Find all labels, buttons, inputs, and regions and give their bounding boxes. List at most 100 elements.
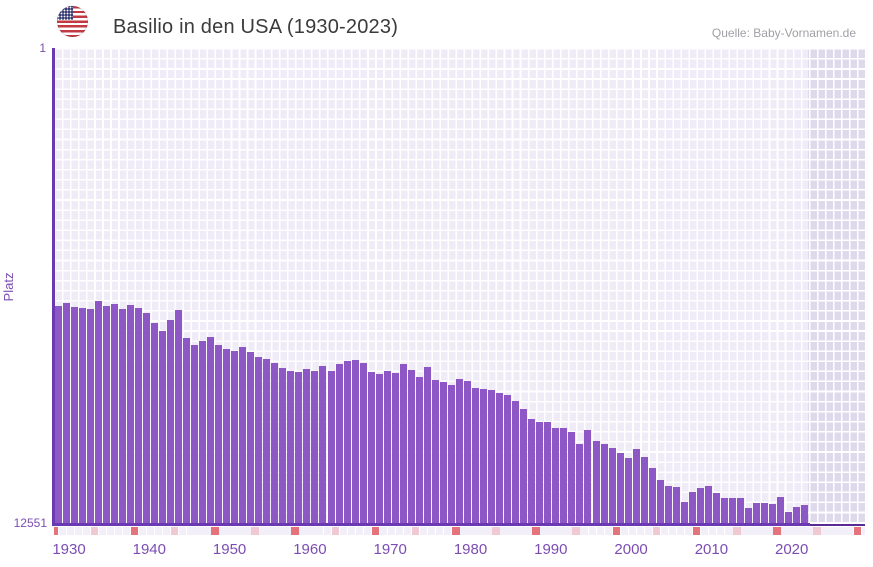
x-tick-cell-2009 — [684, 527, 693, 535]
bar-1965[interactable] — [335, 364, 343, 523]
bar-1984[interactable] — [488, 389, 496, 523]
bar-1988[interactable] — [520, 409, 528, 523]
bar-2006[interactable] — [664, 485, 672, 523]
bar-1998[interactable] — [600, 444, 608, 523]
bar-1938[interactable] — [118, 308, 126, 523]
x-tick-cell-1985 — [492, 527, 500, 535]
bar-1962[interactable] — [311, 371, 319, 523]
bar-2017[interactable] — [753, 502, 761, 523]
bar-1977[interactable] — [431, 379, 439, 523]
bar-1948[interactable] — [199, 340, 207, 523]
bar-1969[interactable] — [367, 371, 375, 523]
bar-2020[interactable] — [777, 497, 785, 523]
bar-2015[interactable] — [737, 498, 745, 523]
bar-1953[interactable] — [239, 347, 247, 523]
bar-1961[interactable] — [303, 368, 311, 523]
bar-2011[interactable] — [704, 485, 712, 523]
bar-1954[interactable] — [247, 351, 255, 523]
bar-1955[interactable] — [255, 357, 263, 523]
bar-1947[interactable] — [191, 345, 198, 523]
bar-1935[interactable] — [94, 301, 102, 523]
bar-2003[interactable] — [640, 456, 648, 523]
bar-2001[interactable] — [624, 457, 632, 523]
bar-1949[interactable] — [207, 336, 215, 523]
bar-1970[interactable] — [375, 374, 383, 523]
bar-2012[interactable] — [712, 493, 720, 523]
x-tick-cell-2016 — [741, 527, 749, 535]
bar-1943[interactable] — [158, 331, 166, 523]
bar-1974[interactable] — [407, 370, 415, 523]
bar-1985[interactable] — [496, 393, 504, 523]
bar-1987[interactable] — [512, 400, 520, 523]
bar-1931[interactable] — [62, 303, 70, 523]
bar-2004[interactable] — [648, 467, 656, 523]
bar-1997[interactable] — [592, 441, 600, 523]
bar-2007[interactable] — [672, 487, 680, 523]
bar-1975[interactable] — [415, 377, 423, 523]
x-tick-cell-2027 — [829, 527, 837, 535]
bar-1973[interactable] — [399, 364, 407, 523]
bar-1940[interactable] — [134, 308, 142, 523]
bar-1999[interactable] — [608, 448, 616, 523]
bar-2014[interactable] — [729, 498, 737, 523]
bar-2000[interactable] — [616, 452, 624, 523]
bar-1944[interactable] — [166, 320, 174, 523]
bar-1958[interactable] — [279, 368, 287, 523]
bar-1966[interactable] — [343, 361, 351, 523]
bar-1934[interactable] — [86, 308, 94, 523]
bar-1956[interactable] — [263, 359, 271, 523]
bar-1993[interactable] — [560, 428, 568, 523]
bar-1992[interactable] — [552, 428, 560, 523]
bar-1930[interactable] — [54, 306, 62, 523]
y-tick-label-bottom: 12551 — [13, 516, 47, 530]
bar-1952[interactable] — [231, 350, 239, 523]
bar-1991[interactable] — [544, 421, 552, 523]
bar-1939[interactable] — [126, 305, 134, 523]
bar-1972[interactable] — [391, 373, 399, 523]
bar-1995[interactable] — [576, 444, 584, 523]
bar-2019[interactable] — [769, 504, 777, 523]
bar-2021[interactable] — [785, 512, 793, 523]
bar-1951[interactable] — [223, 349, 231, 523]
bar-1982[interactable] — [472, 388, 480, 523]
bar-1932[interactable] — [70, 307, 78, 523]
us-flag-icon — [57, 6, 88, 37]
bar-2013[interactable] — [720, 498, 728, 523]
bar-1983[interactable] — [480, 389, 488, 523]
bar-1978[interactable] — [439, 382, 447, 523]
bar-1968[interactable] — [359, 363, 367, 523]
bar-1990[interactable] — [536, 421, 544, 523]
bar-1980[interactable] — [456, 378, 463, 523]
bar-1960[interactable] — [295, 371, 303, 523]
bar-1959[interactable] — [287, 371, 295, 523]
bar-1963[interactable] — [319, 365, 327, 523]
bar-1979[interactable] — [447, 385, 455, 523]
bar-1994[interactable] — [568, 431, 576, 523]
bar-1937[interactable] — [110, 304, 118, 523]
bar-1942[interactable] — [150, 322, 158, 523]
bar-1946[interactable] — [182, 338, 190, 523]
bar-1957[interactable] — [271, 363, 279, 523]
bar-1945[interactable] — [174, 310, 182, 523]
bar-1941[interactable] — [142, 312, 150, 523]
bar-2005[interactable] — [656, 480, 664, 523]
bar-1971[interactable] — [383, 371, 391, 523]
bar-2002[interactable] — [632, 449, 640, 523]
bar-1936[interactable] — [102, 306, 110, 523]
bar-2009[interactable] — [688, 491, 696, 523]
bar-1976[interactable] — [423, 367, 431, 523]
bar-1989[interactable] — [528, 418, 536, 523]
bar-1933[interactable] — [78, 308, 86, 523]
bar-2010[interactable] — [696, 488, 704, 523]
bar-1996[interactable] — [584, 429, 592, 523]
bar-1950[interactable] — [215, 345, 223, 523]
bar-2008[interactable] — [680, 502, 688, 523]
bar-2023[interactable] — [801, 505, 809, 523]
bar-2018[interactable] — [761, 502, 769, 523]
bar-1981[interactable] — [464, 381, 472, 523]
bar-2016[interactable] — [745, 508, 753, 523]
bar-1964[interactable] — [327, 371, 335, 523]
bar-1967[interactable] — [351, 360, 359, 523]
bar-1986[interactable] — [504, 395, 512, 523]
bar-2022[interactable] — [793, 507, 801, 523]
